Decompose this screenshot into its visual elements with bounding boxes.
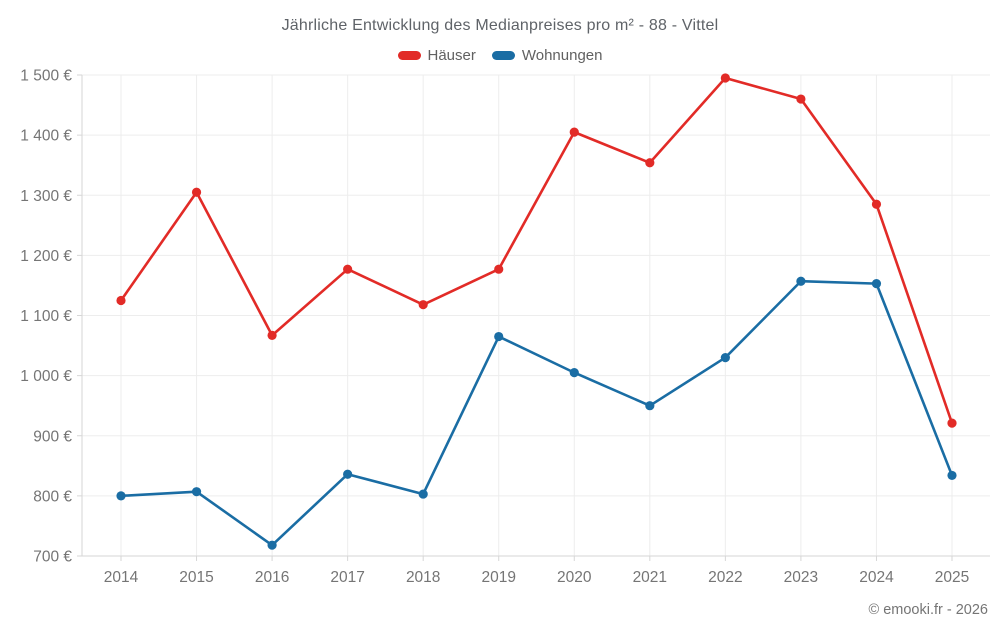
y-tick-label: 1 100 € <box>20 308 72 325</box>
x-tick-label: 2025 <box>935 569 969 586</box>
x-tick-label: 2016 <box>255 569 289 586</box>
legend-label: Häuser <box>427 47 476 64</box>
y-tick-label: 1 200 € <box>20 248 72 265</box>
data-point-wohnungen-2016[interactable] <box>267 540 277 550</box>
legend-item-wohnungen[interactable]: Wohnungen <box>491 47 603 64</box>
y-tick-label: 1 300 € <box>20 188 72 205</box>
data-point-wohnungen-2018[interactable] <box>418 489 428 499</box>
data-point-wohnungen-2014[interactable] <box>116 491 126 501</box>
x-tick-label: 2014 <box>104 569 139 586</box>
x-tick-label: 2019 <box>481 569 515 586</box>
data-point-wohnungen-2019[interactable] <box>494 331 504 342</box>
data-point-wohnungen-2015[interactable] <box>191 487 202 497</box>
x-tick-label: 2023 <box>784 569 818 586</box>
x-tick-label: 2017 <box>330 569 364 586</box>
data-point-häuser-2025[interactable] <box>947 418 957 428</box>
data-point-wohnungen-2025[interactable] <box>947 470 957 481</box>
data-point-wohnungen-2020[interactable] <box>569 368 579 378</box>
x-tick-label: 2022 <box>708 569 742 586</box>
data-point-häuser-2024[interactable] <box>871 199 882 209</box>
y-tick-label: 1 500 € <box>20 68 72 85</box>
data-point-häuser-2014[interactable] <box>116 295 126 306</box>
x-tick-label: 2015 <box>179 569 213 586</box>
series-line-häuser <box>119 76 954 425</box>
copyright-footer: © emooki.fr - 2026 <box>868 602 988 618</box>
chart-title: Jährliche Entwicklung des Medianpreises … <box>281 17 719 34</box>
x-tick-label: 2018 <box>406 569 440 586</box>
data-point-häuser-2022[interactable] <box>720 73 730 83</box>
haeuser-series-marker-icon <box>397 51 421 60</box>
series-line-wohnungen <box>119 279 954 547</box>
data-point-häuser-2020[interactable] <box>569 127 579 137</box>
x-tick-label: 2021 <box>633 569 667 586</box>
x-tick-label: 2020 <box>557 569 592 586</box>
y-tick-label: 900 € <box>33 428 72 445</box>
data-point-wohnungen-2021[interactable] <box>645 401 655 411</box>
wohnungen-series-marker-icon <box>491 51 515 60</box>
data-point-wohnungen-2022[interactable] <box>720 352 730 363</box>
y-tick-label: 1 000 € <box>20 368 72 385</box>
y-tick-label: 1 400 € <box>20 128 72 145</box>
data-point-häuser-2019[interactable] <box>494 264 504 274</box>
legend-item-haeuser[interactable]: Häuser <box>397 47 476 64</box>
data-point-häuser-2021[interactable] <box>645 158 655 168</box>
data-point-wohnungen-2023[interactable] <box>796 276 806 286</box>
data-point-wohnungen-2024[interactable] <box>871 279 882 289</box>
data-point-häuser-2017[interactable] <box>343 264 353 274</box>
data-point-häuser-2018[interactable] <box>418 300 428 310</box>
x-tick-label: 2024 <box>859 569 894 586</box>
legend-label: Wohnungen <box>521 47 603 64</box>
data-point-häuser-2016[interactable] <box>267 330 277 340</box>
data-point-häuser-2023[interactable] <box>796 94 806 104</box>
chart-legend: Häuser Wohnungen <box>0 47 1000 64</box>
y-tick-label: 700 € <box>33 549 72 566</box>
data-point-wohnungen-2017[interactable] <box>343 469 353 479</box>
data-point-häuser-2015[interactable] <box>191 187 202 197</box>
y-tick-label: 800 € <box>33 488 72 505</box>
